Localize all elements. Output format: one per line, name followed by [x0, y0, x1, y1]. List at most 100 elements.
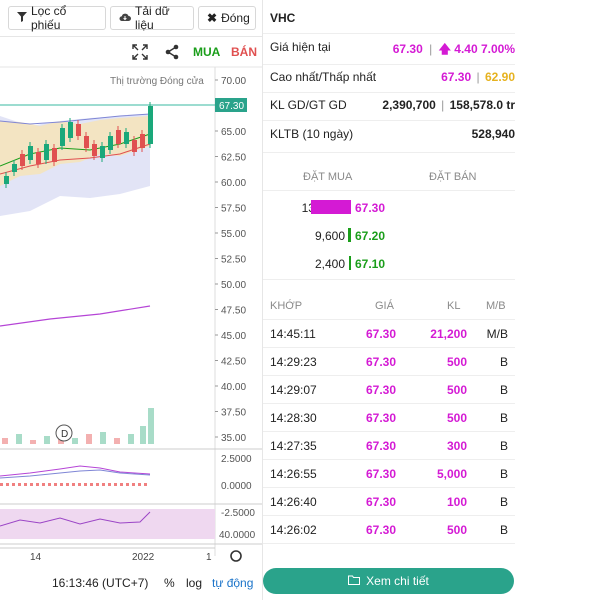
price-tick-label: 52.50 — [221, 255, 246, 266]
high-low-label: Cao nhất/Thấp nhất — [270, 70, 377, 84]
trade-price: 67.30 — [366, 383, 397, 397]
price-tick-label: 60.00 — [221, 178, 246, 189]
trade-price: 67.30 — [366, 327, 397, 341]
trade-row: 14:26:55 67.30 5,000 B — [270, 460, 515, 488]
current-price-label: Giá hiện tại — [270, 40, 331, 54]
order-price: 67.10 — [355, 257, 386, 271]
time-readout: 16:13:46 (UTC+7) — [52, 576, 149, 590]
sell-button[interactable]: BÁN — [231, 45, 257, 59]
trade-side: B — [499, 383, 508, 397]
macd-hist — [144, 483, 147, 486]
macd-hist — [102, 483, 105, 486]
screener-button[interactable]: Lọc cổ phiếu — [8, 4, 106, 32]
candle — [116, 130, 121, 144]
volume-label: KL GD/GT GD — [270, 98, 347, 112]
trade-header-vol: KL — [447, 300, 461, 312]
trade-price: 67.30 — [366, 495, 397, 509]
candle — [132, 140, 137, 152]
volume-bar — [44, 436, 50, 444]
volume-value: 2,390,700 — [382, 98, 436, 112]
macd-hist — [66, 483, 69, 486]
auto-toggle[interactable]: tự động — [212, 576, 254, 590]
trade-vol: 500 — [446, 411, 467, 425]
percent-toggle[interactable]: % — [164, 576, 175, 590]
volume-bar — [2, 438, 8, 444]
candle — [76, 124, 81, 136]
band-upper — [0, 113, 151, 125]
volume-bar — [114, 438, 120, 444]
volume-bar — [30, 440, 36, 444]
macd-hist — [36, 483, 39, 486]
log-toggle[interactable]: log — [186, 576, 203, 590]
trade-vol: 5,000 — [436, 467, 467, 481]
trade-time: 14:28:30 — [270, 411, 317, 425]
trade-vol: 500 — [446, 523, 467, 537]
ma-line — [0, 143, 151, 175]
trade-vol: 500 — [446, 355, 467, 369]
trade-value: 158,578.0 tr — [449, 98, 515, 112]
candle — [124, 132, 129, 144]
price-tick-label: 37.50 — [221, 408, 246, 419]
volume-bar — [72, 438, 78, 444]
macd-hist — [72, 483, 75, 486]
screener-label: Lọc cổ phiếu — [31, 4, 67, 32]
close-button[interactable]: ✖ Đóng — [198, 6, 256, 30]
stock-info-panel: VHC Giá hiện tại 67.30 | 🡅 4.40 7.00% Ca… — [263, 0, 600, 600]
panel-divider — [262, 0, 263, 600]
trade-row: 14:26:02 67.30 500 B — [270, 516, 515, 544]
price-tick-label: 57.50 — [221, 204, 246, 215]
trade-header-price: GIÁ — [375, 300, 394, 312]
folder-icon — [348, 574, 361, 588]
chart-bottom-bar: 16:13:46 (UTC+7) % log tự động — [0, 570, 262, 596]
trade-vol: 300 — [446, 439, 467, 453]
order-price: 67.30 — [355, 201, 386, 215]
order-row: 139,70067.30 — [263, 197, 515, 219]
candle — [92, 144, 97, 156]
volume-bar — [140, 426, 146, 444]
trade-row: 14:27:35 67.30 300 B — [270, 432, 515, 460]
candle — [100, 146, 105, 158]
price-tick-label: 45.00 — [221, 331, 246, 342]
macd-hist — [126, 483, 129, 486]
macd-hist — [48, 483, 51, 486]
volume-row: KL GD/GT GD 2,390,700 | 158,578.0 tr — [270, 98, 515, 112]
price-tick-label: 65.00 — [221, 127, 246, 138]
trade-side: B — [499, 355, 508, 369]
change-pct: 7.00% — [480, 42, 515, 56]
stock-chart[interactable]: 70.0067.5065.0062.5060.0057.5055.0052.50… — [0, 36, 262, 600]
buy-button[interactable]: MUA — [193, 45, 221, 59]
trade-header-side: M/B — [486, 300, 506, 312]
candle — [52, 148, 57, 162]
chart-canvas[interactable]: 70.0067.5065.0062.5060.0057.5055.0052.50… — [0, 36, 262, 600]
order-volume-bar — [348, 228, 351, 242]
cloud-download-icon — [119, 11, 131, 25]
x-tick-label: 14 — [30, 552, 42, 563]
toolbar: Lọc cổ phiếu Tải dữ liệu ✖ Đóng — [0, 0, 262, 37]
order-qty: 9,600 — [314, 229, 345, 243]
macd-hist — [132, 483, 135, 486]
volume-bar — [128, 434, 134, 444]
event-marker-label: D — [61, 429, 68, 440]
macd-hist — [0, 483, 3, 486]
trade-vol: 21,200 — [430, 327, 467, 341]
trade-row: 14:29:23 67.30 500 B — [270, 348, 515, 376]
view-detail-button[interactable]: Xem chi tiết — [263, 568, 514, 594]
filter-icon — [17, 11, 27, 25]
price-tick-label: 40.00 — [221, 382, 246, 393]
candle — [108, 136, 113, 150]
fullscreen-icon[interactable] — [132, 44, 148, 60]
trade-side: B — [499, 495, 508, 509]
trade-side: M/B — [486, 327, 508, 341]
volume-bar — [86, 434, 92, 444]
order-qty: 2,400 — [314, 257, 345, 271]
change-value: 4.40 — [454, 42, 478, 56]
avg-volume-value: 528,940 — [471, 127, 515, 141]
rsi-line — [0, 511, 151, 527]
settings-icon[interactable] — [230, 550, 242, 562]
macd-hist — [96, 483, 99, 486]
candle — [140, 134, 145, 148]
share-icon[interactable] — [164, 44, 180, 60]
download-button[interactable]: Tải dữ liệu — [110, 4, 194, 32]
volume-bar — [148, 408, 154, 444]
candle — [20, 154, 25, 166]
